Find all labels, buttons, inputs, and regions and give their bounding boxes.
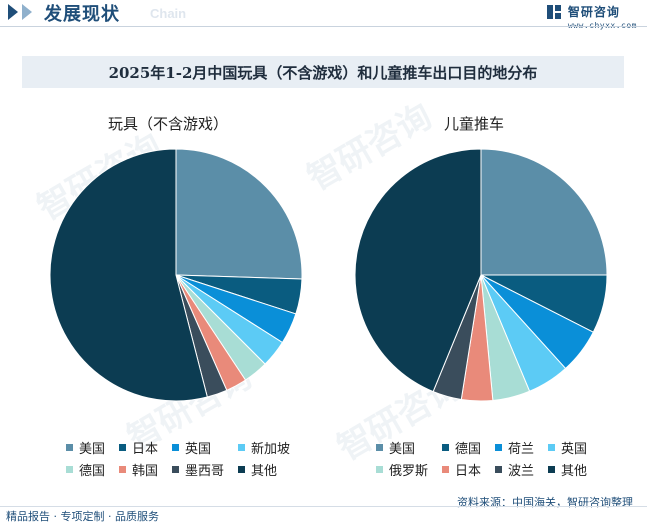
legend-item: 波兰 [495, 460, 535, 479]
legend-swatch [495, 443, 503, 451]
pie-title-toys: 玩具（不含游戏） [108, 115, 229, 133]
brand-name: 智研咨询 [567, 5, 620, 19]
brand-logo-icon [546, 5, 561, 19]
legend-label: 韩国 [132, 463, 159, 479]
section-title: 发展现状 [44, 4, 120, 25]
legend-swatch [172, 443, 180, 451]
legend-swatch [66, 443, 73, 451]
chart-title: 2025年1-2月中国玩具（不含游戏）和儿童推车出口目的地分布 [108, 64, 538, 82]
legend-label: 其他 [561, 463, 588, 479]
page-header: 发展现状 Chain 智研咨询 www.chyxx.com [0, 0, 647, 30]
legend-swatch [442, 443, 450, 451]
header-divider [0, 26, 647, 27]
legend-swatch [376, 465, 383, 473]
header-chevron-icon [8, 4, 18, 20]
legend-label: 新加坡 [251, 441, 291, 457]
pie-slice-其他 [354, 148, 482, 393]
legend-item: 美国 [66, 438, 106, 457]
pie-title-strollers: 儿童推车 [444, 115, 505, 133]
legend-label: 波兰 [508, 463, 535, 479]
legend-label: 墨西哥 [185, 463, 225, 479]
footer-tagline: 精品报告 · 专项定制 · 品质服务 [6, 510, 159, 523]
legend-swatch [548, 443, 556, 451]
legend-swatch [172, 465, 180, 473]
brand: 智研咨询 www.chyxx.com [546, 3, 637, 30]
section-subtitle: Chain [150, 6, 187, 21]
legend-swatch [119, 443, 127, 451]
legend-label: 日本 [132, 441, 159, 457]
legend-label: 美国 [389, 441, 416, 457]
legend-toys: 美国 日本 英国 新加坡德国 韩国 墨西哥 其他 [66, 438, 291, 479]
pie-slice-其他 [49, 148, 208, 402]
legend-item: 其他 [548, 460, 588, 479]
legend-label: 英国 [561, 441, 588, 457]
source-note: 资料来源：中国海关，智研咨询整理 [457, 496, 633, 509]
legend-item: 英国 [172, 438, 224, 457]
pie-slice-美国 [175, 148, 303, 280]
legend-label: 英国 [185, 441, 212, 457]
legend-label: 日本 [455, 463, 482, 479]
legend-label: 荷兰 [508, 441, 535, 457]
legend-item: 其他 [238, 460, 290, 479]
legend-item: 新加坡 [238, 438, 291, 457]
legend-item: 俄罗斯 [376, 460, 429, 479]
legend-swatch [66, 465, 73, 473]
legend-label: 其他 [251, 463, 278, 479]
legend-swatch [548, 465, 556, 473]
legend-swatch [238, 465, 246, 473]
header-chevron-icon [22, 4, 32, 20]
legend-item: 德国 [66, 460, 106, 479]
legend-item: 日本 [119, 438, 159, 457]
chart-title-box: 2025年1-2月中国玩具（不含游戏）和儿童推车出口目的地分布 [22, 56, 624, 88]
legend-item: 墨西哥 [172, 460, 225, 479]
legend-label: 德国 [79, 463, 106, 479]
legend-item: 英国 [548, 438, 588, 457]
legend-swatch [495, 465, 503, 473]
legend-swatch [119, 465, 127, 473]
legend-swatch [442, 465, 450, 473]
legend-item: 韩国 [119, 460, 159, 479]
pie-slice-美国 [480, 148, 608, 276]
legend-swatch [376, 443, 383, 451]
legend-strollers: 美国 德国 荷兰 英国俄罗斯 日本 波兰 其他 [376, 438, 588, 479]
brand-url: www.chyxx.com [567, 21, 637, 30]
legend-item: 日本 [442, 460, 482, 479]
legend-label: 俄罗斯 [389, 463, 429, 479]
footer-divider [0, 506, 647, 507]
legend-item: 德国 [442, 438, 482, 457]
legend-label: 德国 [455, 441, 482, 457]
legend-label: 美国 [79, 441, 106, 457]
legend-item: 美国 [376, 438, 428, 457]
legend-swatch [238, 443, 246, 451]
legend-item: 荷兰 [495, 438, 535, 457]
